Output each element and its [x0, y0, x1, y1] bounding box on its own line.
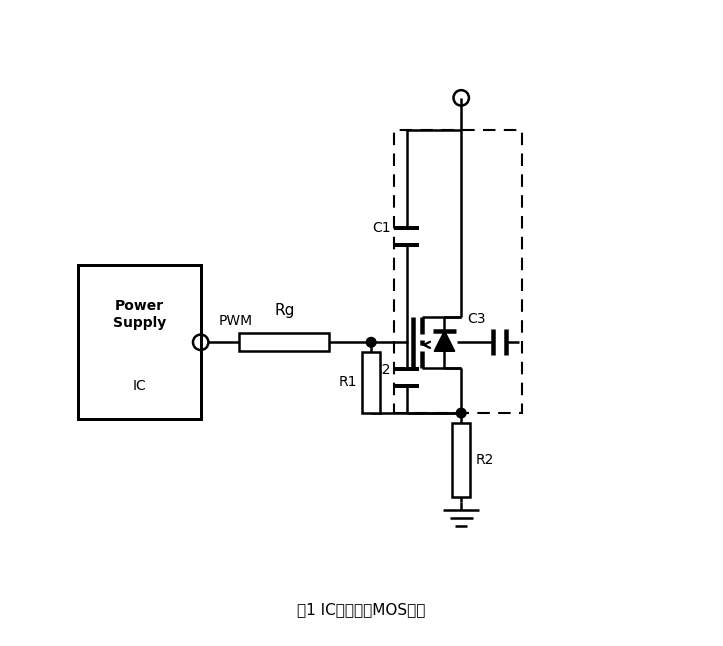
Text: C1: C1	[372, 222, 390, 235]
Text: Power
Supply: Power Supply	[113, 299, 166, 329]
Text: C3: C3	[467, 311, 486, 326]
Bar	[452, 422, 470, 497]
Text: IC: IC	[133, 379, 147, 393]
Circle shape	[367, 337, 376, 347]
Text: Rg: Rg	[274, 303, 294, 318]
Text: 图1 IC直接驱动MOS栅极: 图1 IC直接驱动MOS栅极	[297, 601, 426, 617]
Bar	[362, 352, 380, 413]
Text: R1: R1	[338, 375, 357, 390]
Bar	[393, 130, 522, 413]
Text: R2: R2	[475, 453, 494, 466]
Polygon shape	[435, 331, 455, 351]
Circle shape	[456, 408, 466, 418]
Text: PWM: PWM	[219, 314, 253, 328]
Bar	[239, 333, 330, 351]
Bar	[79, 265, 201, 419]
Text: C2: C2	[372, 363, 390, 377]
